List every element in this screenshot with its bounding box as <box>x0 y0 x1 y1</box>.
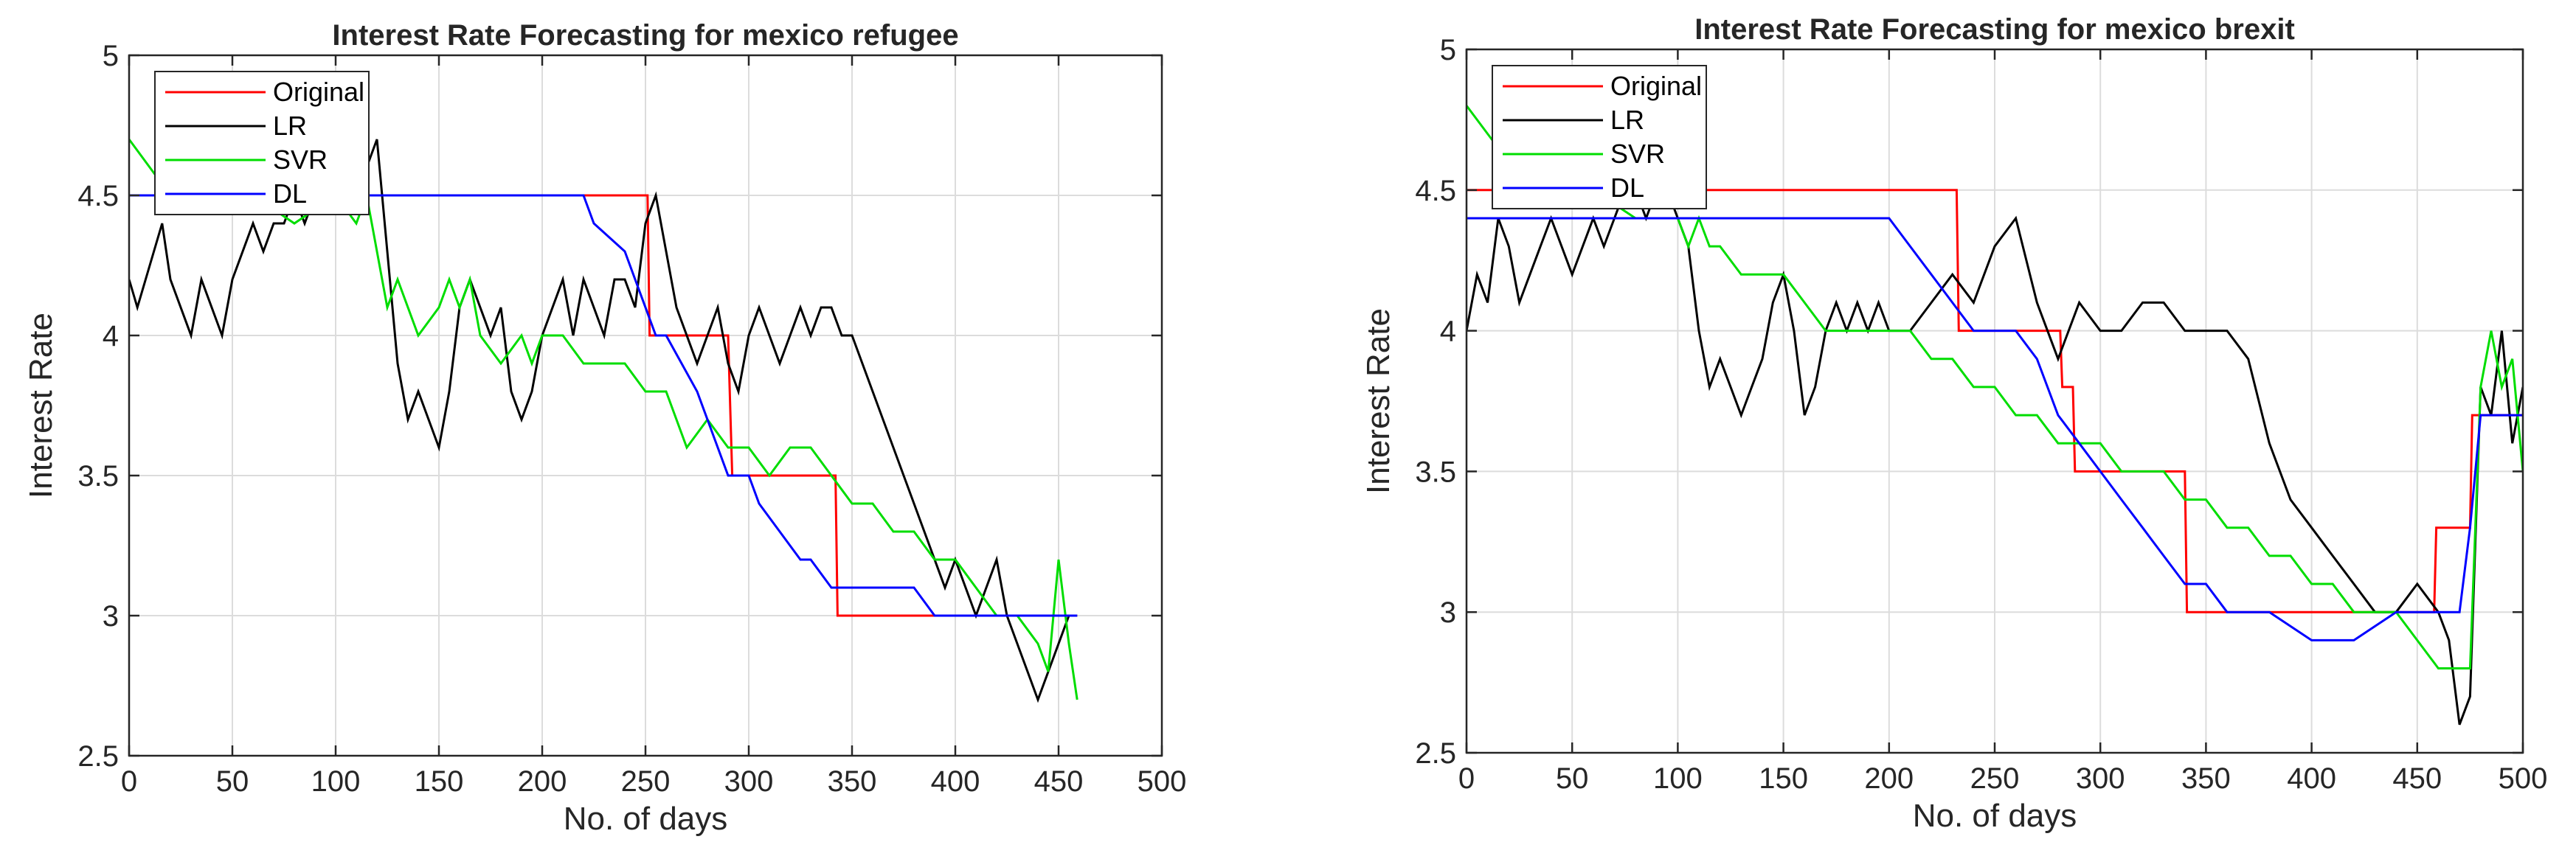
x-tick-label: 0 <box>1458 762 1475 795</box>
series-line-lr <box>129 139 1078 703</box>
x-tick-labels: 0 50 100 150 200 250 300 350 400 450 500 <box>1458 762 2548 795</box>
y-axis-label: Interest Rate <box>23 313 59 498</box>
series-line-lr <box>1467 189 2523 725</box>
tick-marks <box>1465 48 2524 754</box>
x-tick-label: 200 <box>518 765 567 798</box>
x-tick-label: 0 <box>121 765 137 798</box>
legend-label-lr: LR <box>273 111 307 141</box>
x-tick-label: 50 <box>216 765 249 798</box>
y-tick-label: 2.5 <box>1415 737 1456 770</box>
x-tick-label: 500 <box>1138 765 1187 798</box>
y-tick-label: 4.5 <box>77 180 119 212</box>
x-axis-label: No. of days <box>1913 798 2077 834</box>
series-line-dl <box>129 194 1078 617</box>
x-tick-label: 450 <box>2392 762 2442 795</box>
x-tick-label: 150 <box>1759 762 1808 795</box>
chart-brexit: 0 50 100 150 200 250 300 350 400 450 500… <box>1360 13 2547 834</box>
tick-marks <box>128 54 1163 757</box>
y-tick-label: 5 <box>1440 34 1456 66</box>
y-tick-label: 3 <box>103 600 119 633</box>
x-tick-labels: 0 50 100 150 200 250 300 350 400 450 500 <box>121 765 1187 798</box>
chart-refugee: 0 50 100 150 200 250 300 350 400 450 500… <box>23 19 1186 837</box>
x-tick-label: 500 <box>2499 762 2548 795</box>
x-tick-label: 250 <box>1970 762 2020 795</box>
series-line-svr <box>1467 105 2523 669</box>
y-tick-label: 3.5 <box>1415 456 1456 488</box>
y-axis-label: Interest Rate <box>1360 308 1396 494</box>
legend-label-dl: DL <box>273 178 307 209</box>
x-tick-label: 450 <box>1034 765 1084 798</box>
series-line-original <box>129 194 1078 617</box>
x-tick-label: 350 <box>2181 762 2231 795</box>
legend-label-dl: DL <box>1610 173 1644 203</box>
y-tick-label: 4 <box>103 320 119 352</box>
series-line-dl <box>1467 217 2523 641</box>
legend-label-svr: SVR <box>1610 139 1665 169</box>
x-tick-label: 400 <box>2287 762 2336 795</box>
x-tick-label: 250 <box>621 765 671 798</box>
y-tick-labels: 2.5 3 3.5 4 4.5 5 <box>1415 34 1456 770</box>
x-tick-label: 200 <box>1864 762 1914 795</box>
x-tick-label: 300 <box>2076 762 2125 795</box>
legend-box <box>1492 65 1707 209</box>
x-tick-label: 300 <box>724 765 774 798</box>
chart-title: Interest Rate Forecasting for mexico bre… <box>1694 13 2295 46</box>
x-tick-label: 100 <box>1653 762 1703 795</box>
y-tick-label: 2.5 <box>77 740 119 773</box>
y-tick-label: 3 <box>1440 596 1456 629</box>
series-line-svr <box>129 139 1078 700</box>
x-tick-label: 350 <box>828 765 877 798</box>
x-tick-label: 50 <box>1556 762 1589 795</box>
legend-label-original: Original <box>1610 71 1702 101</box>
y-tick-label: 4 <box>1440 316 1456 348</box>
legend-box <box>154 71 370 215</box>
y-tick-label: 4.5 <box>1415 175 1456 207</box>
x-tick-label: 100 <box>311 765 361 798</box>
series-group <box>129 139 1078 703</box>
y-tick-label: 5 <box>103 40 119 72</box>
legend-label-lr: LR <box>1610 105 1644 135</box>
series-group <box>1467 105 2523 725</box>
legend-label-original: Original <box>273 77 364 107</box>
x-axis-label: No. of days <box>564 801 728 837</box>
chart-title: Interest Rate Forecasting for mexico ref… <box>332 19 958 52</box>
x-tick-label: 400 <box>931 765 980 798</box>
legend: Original LR SVR DL <box>154 71 370 215</box>
legend: Original LR SVR DL <box>1492 65 1707 209</box>
x-tick-label: 150 <box>415 765 464 798</box>
y-tick-label: 3.5 <box>77 460 119 493</box>
y-tick-labels: 2.5 3 3.5 4 4.5 5 <box>77 40 119 773</box>
legend-label-svr: SVR <box>273 145 328 175</box>
